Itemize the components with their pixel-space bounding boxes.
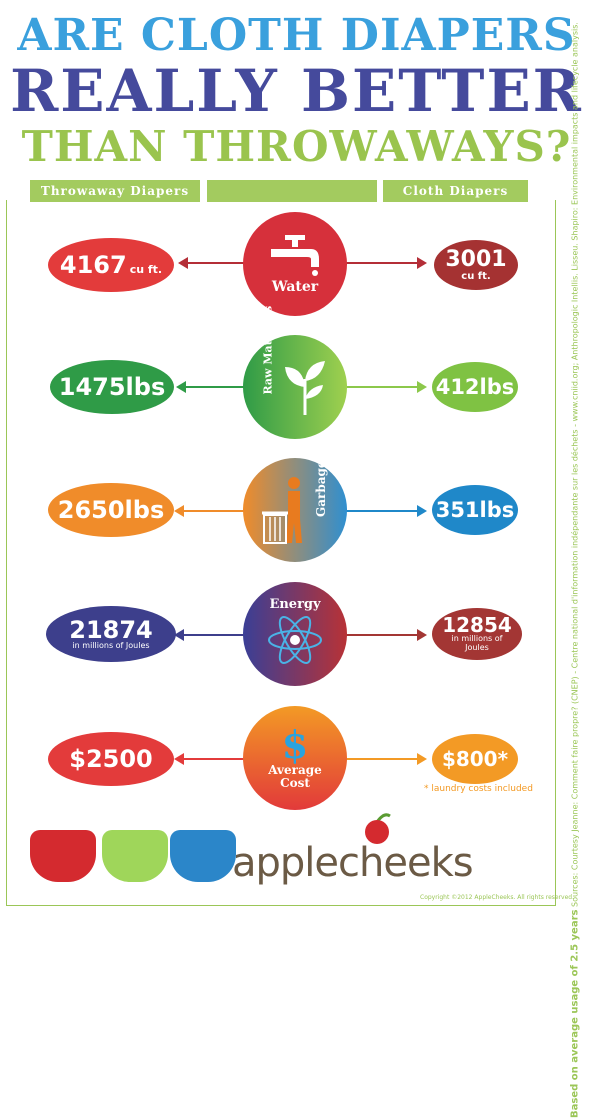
arrow-left-energy [174,629,250,641]
category-water-label: Water [271,279,319,295]
throwaway-garbage-number: 2650lbs [57,496,165,524]
cloth-raw-value: 412lbs [432,362,518,412]
category-energy-label: Energy [269,596,321,612]
dollar-icon: $ [281,721,309,767]
arrow-left-cost [174,753,250,765]
throwaway-energy-value: 21874 in millions of Joules [46,606,176,662]
arrow-right-energy [345,629,427,641]
throwaway-cost-number: $2500 [69,745,153,773]
trash-person-icon [262,477,302,544]
cloth-raw-number: 412lbs [435,375,515,399]
cloth-garbage-number: 351lbs [435,498,515,522]
title-line-1: ARE CLOTH DIAPERS [17,10,576,61]
laundry-footnote: * laundry costs included [424,784,533,794]
sources-text-wrap: Based on average usage of 2.5 years Sour… [570,22,581,1118]
blue-diaper-image [170,830,236,882]
title-line-3: THAN THROWAWAYS? [21,122,572,171]
throwaway-cost-value: $2500 [48,732,174,786]
cloth-cost-value: $800* [432,734,518,784]
category-average-cost: $ Average Cost [243,706,347,810]
category-raw-label: Raw Materials [261,305,275,394]
throwaway-energy-note: in millions of Joules [72,640,150,650]
cloth-water-number: 3001 [445,246,507,272]
category-garbage-label: Garbage [314,460,328,517]
cloth-cost-number: $800* [441,747,509,771]
copyright: Copyright ©2012 AppleCheeks. All rights … [420,894,575,901]
arrow-left-garbage [174,505,250,517]
title-line-2: REALLY BETTER [10,57,583,125]
sources-label: Based on average usage of 2.5 years [569,909,581,1118]
category-water: Water [243,212,347,316]
throwaway-raw-value: 1475lbs [50,360,174,414]
cloth-garbage-value: 351lbs [432,485,518,535]
category-garbage: Garbage [243,458,347,562]
cloth-energy-number: 12854 [442,613,512,638]
arrow-right-water [345,257,427,269]
throwaway-raw-number: 1475lbs [58,373,166,401]
throwaway-water-unit: cu ft. [129,263,163,276]
throwaway-water-number: 4167 [59,251,127,279]
leaves-icon [285,361,325,415]
header-cloth: Cloth Diapers [383,180,528,202]
sources-sidebar: Based on average usage of 2.5 years Sour… [559,22,591,1118]
content-frame [6,200,556,906]
throwaway-garbage-value: 2650lbs [48,483,174,537]
cloth-water-unit: cu ft. [461,270,491,282]
header-throwaway: Throwaway Diapers [30,180,200,202]
arrow-left-water [178,257,250,269]
header-middle [207,180,377,202]
arrow-left-raw [176,381,250,393]
throwaway-water-value: 4167 cu ft. [48,238,174,292]
atom-icon [268,615,322,664]
arrow-right-raw [345,381,427,393]
category-cost-label: Average Cost [268,762,322,790]
faucet-icon [271,235,319,276]
category-raw-materials: Raw Materials [243,305,347,439]
apple-icon [365,813,391,844]
arrow-right-cost [345,753,427,765]
throwaway-energy-number: 21874 [69,615,153,644]
category-energy: Energy [243,582,347,686]
sources-text: Sources: Courtesy Jeanne: Comment faire … [570,22,580,907]
red-diaper-image [30,830,96,882]
cloth-energy-value: 12854 in millions of Joules [432,608,522,660]
cloth-water-value: 3001 cu ft. [434,240,518,290]
brand-logo: applecheeks [232,840,474,886]
arrow-right-garbage [345,505,427,517]
green-diaper-image [102,830,168,882]
cloth-energy-note: in millions of Joules [451,634,503,652]
